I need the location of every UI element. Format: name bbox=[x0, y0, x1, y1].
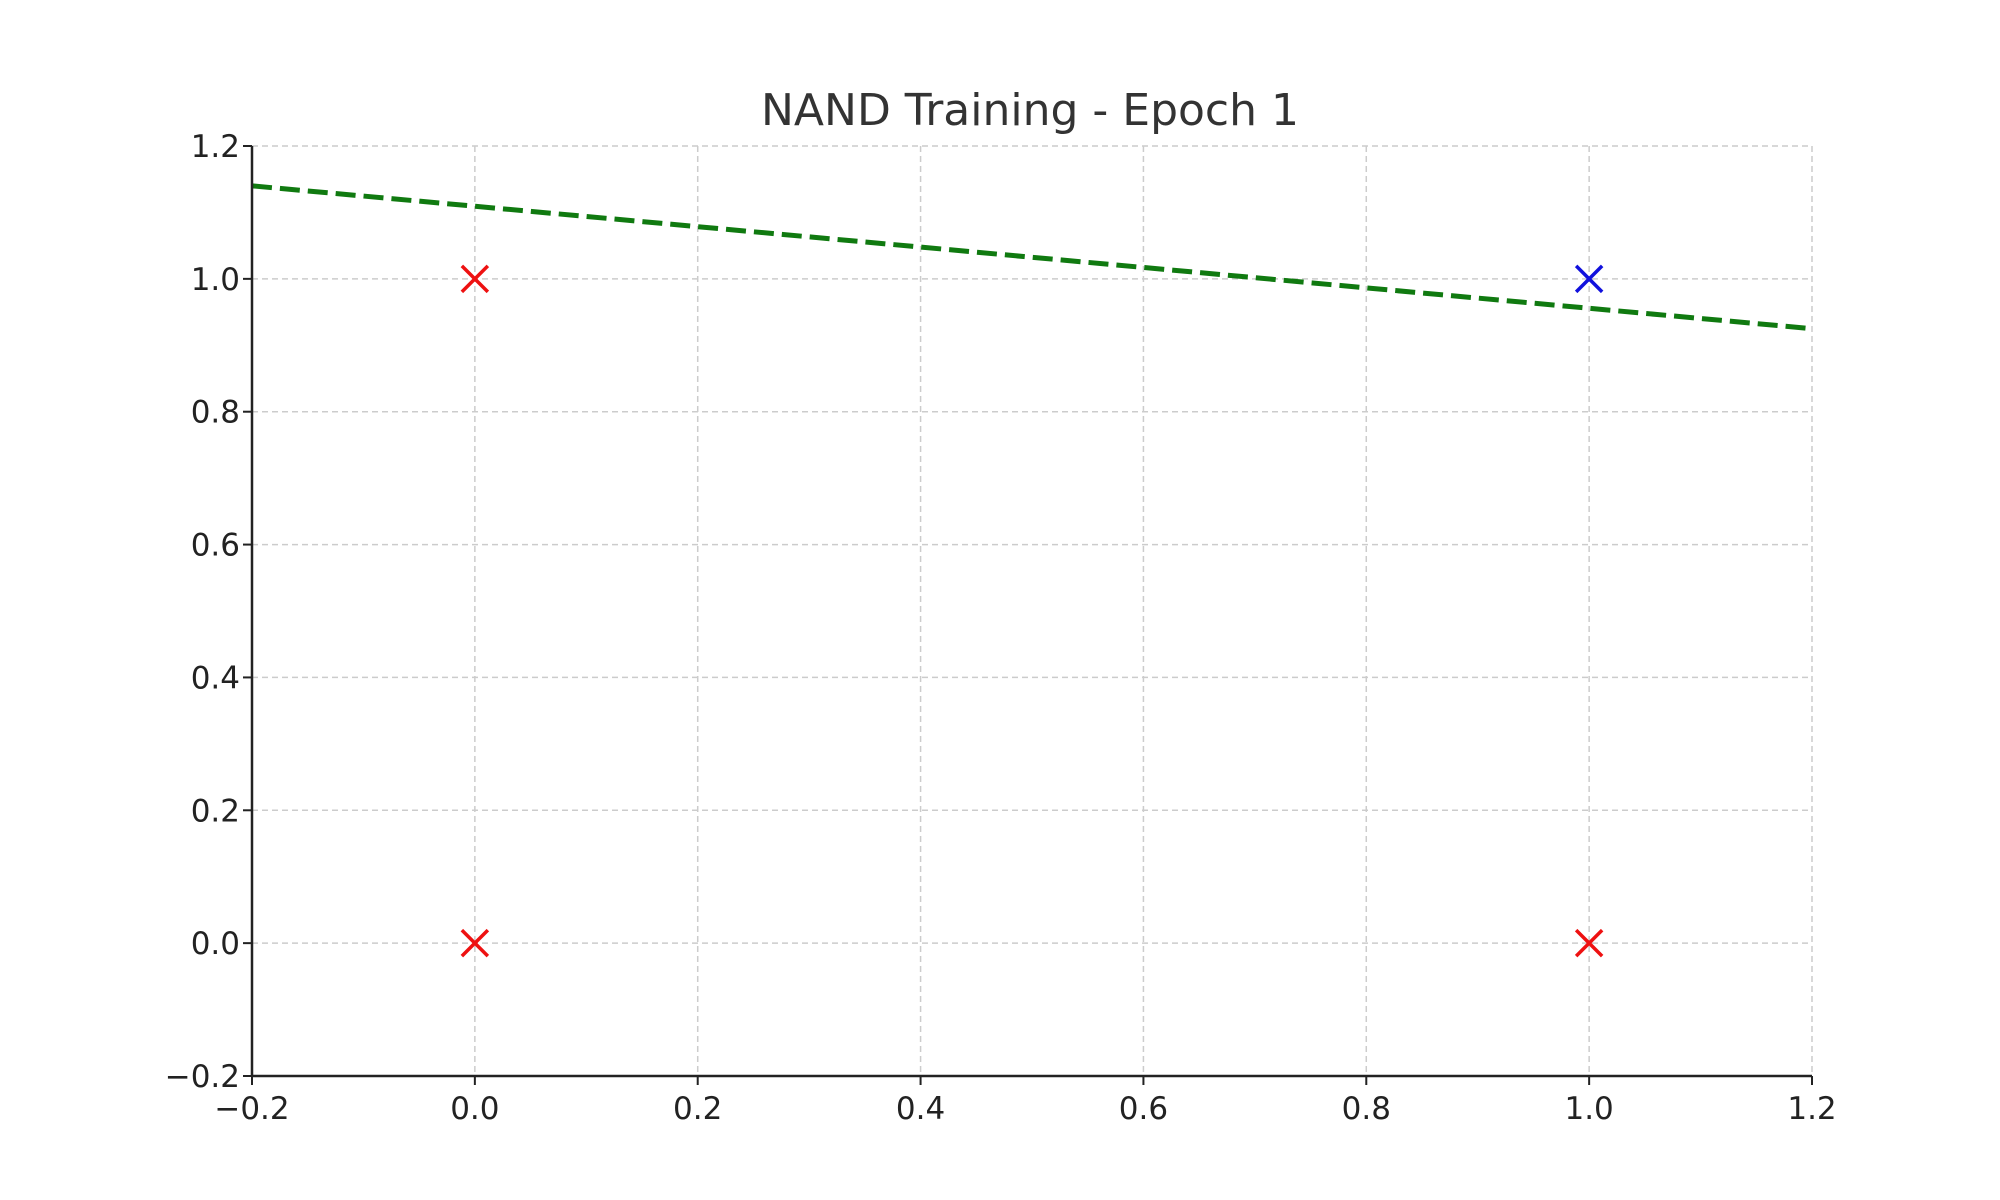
x-tick-label-3: 0.4 bbox=[896, 1091, 945, 1127]
y-tick-label-2: 0.2 bbox=[191, 793, 240, 829]
data-point-2 bbox=[1574, 928, 1604, 958]
x-tick-label-1: 0.0 bbox=[450, 1091, 499, 1127]
x-tick-label-2: 0.2 bbox=[673, 1091, 722, 1127]
y-tick-label-5: 0.8 bbox=[191, 395, 240, 431]
x-tick-label-6: 1.0 bbox=[1564, 1091, 1613, 1127]
y-tick-label-7: 1.2 bbox=[191, 129, 240, 165]
data-point-2-stroke-b bbox=[1574, 928, 1604, 958]
y-tick-label-4: 0.6 bbox=[191, 528, 240, 564]
y-tick-label-0: −0.2 bbox=[165, 1059, 240, 1095]
data-point-3-stroke-b bbox=[1574, 264, 1604, 294]
data-point-0-stroke-b bbox=[460, 928, 490, 958]
data-point-1 bbox=[460, 264, 490, 294]
decision-boundary-group bbox=[251, 183, 1813, 332]
y-tick-label-6: 1.0 bbox=[191, 262, 240, 298]
x-tick-label-7: 1.2 bbox=[1787, 1091, 1836, 1127]
x-tick-label-0: −0.2 bbox=[214, 1091, 289, 1127]
data-point-0 bbox=[460, 928, 490, 958]
x-tick-label-5: 0.8 bbox=[1342, 1091, 1391, 1127]
y-axis-ticks: −0.2 0.0 0.2 0.4 0.6 0.8 1.0 1.2 bbox=[165, 129, 252, 1095]
data-points bbox=[460, 264, 1604, 958]
data-point-1-stroke-b bbox=[460, 264, 490, 294]
y-tick-label-3: 0.4 bbox=[191, 660, 240, 696]
data-point-3 bbox=[1574, 264, 1604, 294]
y-tick-label-1: 0.0 bbox=[191, 926, 240, 962]
grid bbox=[251, 145, 1813, 1077]
chart-title: NAND Training - Epoch 1 bbox=[761, 85, 1299, 136]
decision-boundary-line bbox=[251, 183, 1813, 332]
x-axis-ticks: −0.2 0.0 0.2 0.4 0.6 0.8 1.0 1.2 bbox=[214, 1076, 1837, 1127]
axes bbox=[250, 146, 1812, 1078]
x-tick-label-4: 0.6 bbox=[1119, 1091, 1168, 1127]
